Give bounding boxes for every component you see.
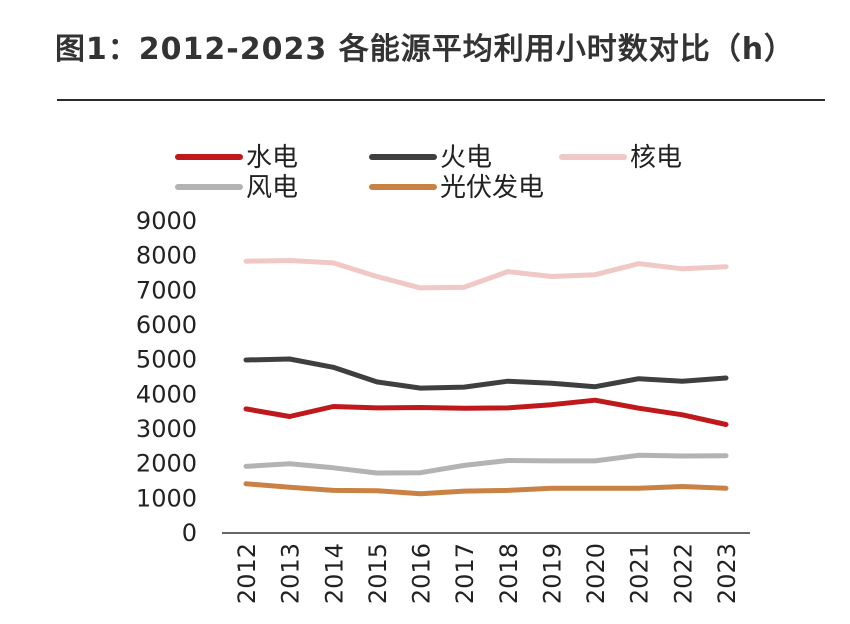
x-tick-label: 2016 (408, 543, 436, 604)
series-line-2 (243, 258, 729, 291)
y-tick-label: 1000 (136, 484, 197, 512)
y-tick-label: 6000 (136, 311, 197, 339)
series-line-1 (243, 356, 729, 391)
y-tick-label: 7000 (136, 276, 197, 304)
x-tick-label: 2019 (538, 543, 566, 604)
x-tick-label: 2012 (233, 543, 261, 604)
series-line-4 (243, 481, 729, 497)
x-tick-label: 2023 (713, 543, 741, 604)
series-line-0 (243, 397, 729, 427)
series-lines (243, 258, 729, 497)
legend-label: 核电 (630, 143, 682, 173)
y-tick-label: 9000 (136, 207, 197, 235)
legend-label: 火电 (440, 143, 492, 173)
y-tick-label: 8000 (136, 242, 197, 270)
x-tick-label: 2022 (669, 543, 697, 604)
legend-label: 风电 (246, 173, 298, 203)
y-tick-label: 4000 (136, 380, 197, 408)
x-tick-label: 2020 (582, 543, 610, 604)
y-tick-label: 5000 (136, 346, 197, 374)
x-tick-label: 2013 (277, 543, 305, 604)
legend-label: 光伏发电 (440, 173, 544, 203)
y-tick-label: 3000 (136, 415, 197, 443)
chart-title: 图1：2012-2023 各能源平均利用小时数对比（h） (54, 32, 796, 67)
x-tick-label: 2014 (320, 543, 348, 604)
x-tick-label: 2021 (626, 543, 654, 604)
y-tick-label: 2000 (136, 450, 197, 478)
legend-label: 水电 (246, 143, 298, 173)
x-tick-label: 2017 (451, 543, 479, 604)
x-tick-label: 2015 (364, 543, 392, 604)
series-line-3 (243, 452, 729, 476)
y-tick-label: 0 (182, 519, 197, 547)
x-tick-label: 2018 (495, 543, 523, 604)
x-axis: 2012 2013 2014 2015 2016 2017 2018 2019 2020 2021… (222, 532, 750, 604)
title-divider (57, 99, 825, 101)
y-axis: 0 1000 2000 3000 4000 5000 6000 7000 8000 9000 (136, 207, 197, 547)
